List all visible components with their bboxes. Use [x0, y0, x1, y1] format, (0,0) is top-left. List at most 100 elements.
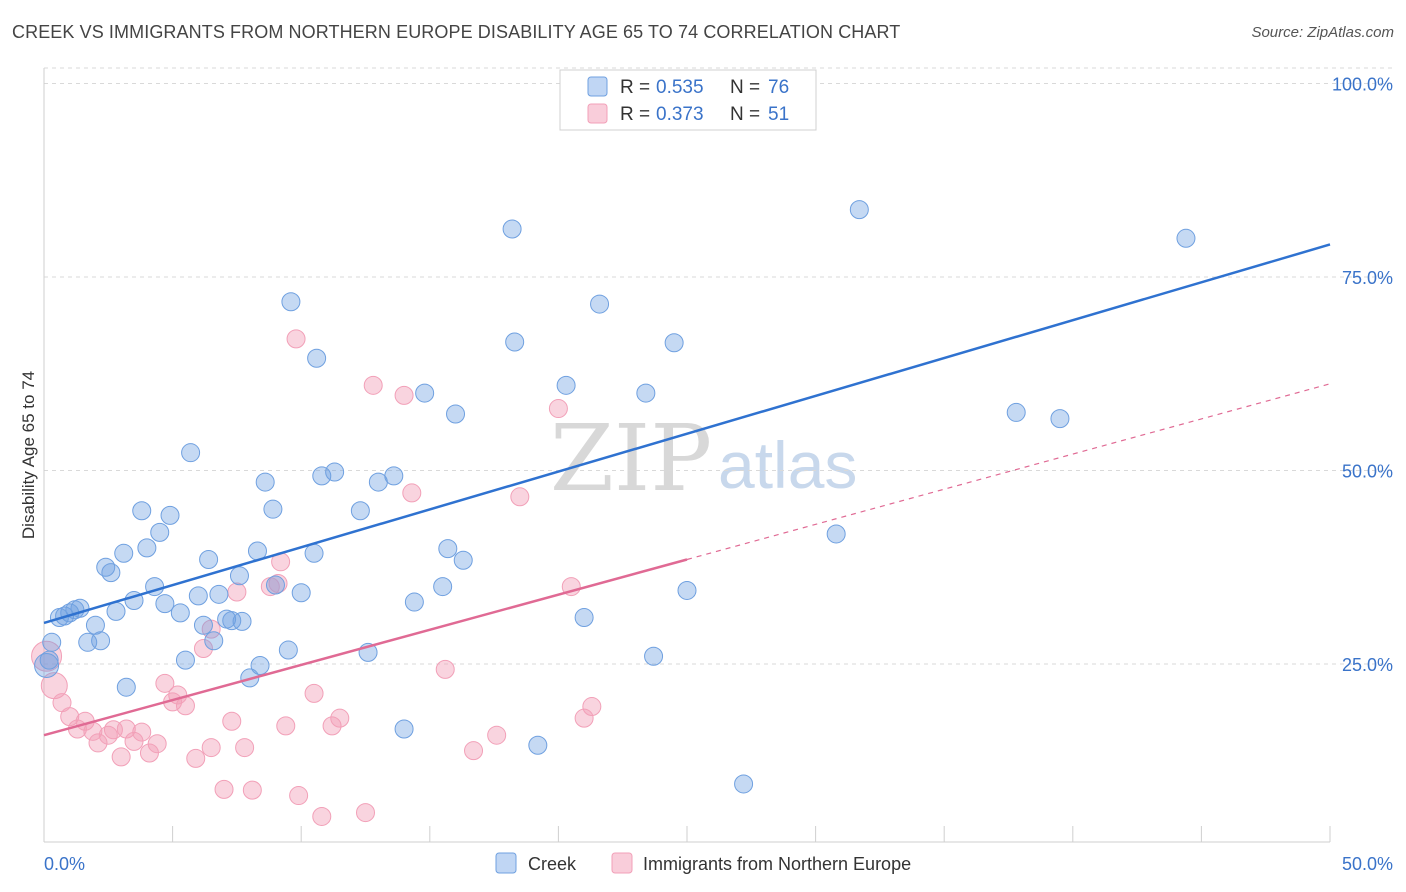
- immigrants-point: [548, 399, 568, 419]
- x-axis-ticks: [43, 826, 1331, 842]
- immigrants-point: [116, 719, 136, 739]
- immigrants-point: [155, 673, 175, 693]
- legend-r-value-immigrants: 0.373: [656, 104, 704, 125]
- creek-point: [34, 653, 60, 679]
- immigrants-point: [312, 806, 332, 826]
- y-tick-label: 25.0%: [1342, 655, 1393, 675]
- bottom-legend-swatch-immigrants: [611, 852, 633, 874]
- bottom-legend-immigrants: Immigrants from Northern Europe: [643, 854, 911, 874]
- y-axis-label: Disability Age 65 to 74: [19, 371, 38, 539]
- creek-point: [556, 375, 576, 395]
- immigrants-point: [510, 487, 530, 507]
- chart-title: CREEK VS IMMIGRANTS FROM NORTHERN EUROPE…: [12, 22, 901, 42]
- x-tick-label-min: 0.0%: [44, 854, 85, 874]
- immigrants-point: [227, 582, 247, 602]
- creek-point: [453, 550, 473, 570]
- creek-point: [826, 524, 846, 544]
- creek-point: [137, 538, 157, 558]
- creek-point: [644, 646, 664, 666]
- creek-point: [394, 719, 414, 739]
- immigrants-point: [235, 738, 255, 758]
- creek-point: [734, 774, 754, 794]
- watermark-atlas: atlas: [718, 428, 857, 502]
- y-tick-label: 100.0%: [1332, 74, 1393, 94]
- creek-point: [250, 656, 270, 676]
- creek-point: [404, 592, 424, 612]
- bottom-legend-swatch-creek: [495, 852, 517, 874]
- creek-point: [325, 462, 345, 482]
- creek-point: [175, 650, 195, 670]
- immigrants-point: [487, 725, 507, 745]
- top-legend: R = 0.535 N = 76 R = 0.373 N = 51: [559, 69, 817, 131]
- creek-point: [1006, 402, 1026, 422]
- source-label: Source: ZipAtlas.com: [1251, 24, 1394, 41]
- creek-point: [188, 586, 208, 606]
- creek-point: [590, 294, 610, 314]
- immigrants-point: [132, 722, 152, 742]
- immigrants-point: [88, 733, 108, 753]
- y-tick-label: 50.0%: [1342, 461, 1393, 481]
- creek-point: [91, 631, 111, 651]
- creek-point: [106, 601, 126, 621]
- creek-point: [204, 631, 224, 651]
- creek-point: [1176, 228, 1196, 248]
- creek-point: [312, 466, 332, 486]
- immigrants-point: [322, 716, 342, 736]
- creek-point: [307, 348, 327, 368]
- immigrants-point: [186, 748, 206, 768]
- creek-point: [278, 640, 298, 660]
- creek-trend-line: [43, 243, 1331, 625]
- y-tick-label: 75.0%: [1342, 268, 1393, 288]
- legend-swatch-immigrants: [587, 103, 608, 124]
- immigrants-point: [394, 385, 414, 405]
- creek-point: [229, 566, 249, 586]
- creek-point: [96, 557, 116, 577]
- creek-point: [42, 632, 62, 652]
- creek-point: [433, 577, 453, 597]
- immigrants-point: [276, 716, 296, 736]
- legend-swatch-creek: [587, 76, 608, 97]
- creek-point: [636, 383, 656, 403]
- creek-point: [232, 611, 252, 631]
- immigrants-point: [582, 697, 602, 717]
- immigrants-point: [111, 747, 131, 767]
- creek-point: [291, 583, 311, 603]
- y-axis-tick-labels: 25.0% 50.0% 75.0% 100.0%: [1332, 74, 1393, 675]
- immigrants-point: [574, 708, 594, 728]
- creek-point: [170, 603, 190, 623]
- creek-point: [150, 522, 170, 542]
- creek-point: [677, 580, 697, 600]
- creek-point: [350, 501, 370, 521]
- creek-point: [114, 543, 134, 563]
- legend-r-label-immigrants: R =: [620, 104, 650, 125]
- bottom-legend-creek: Creek: [528, 854, 577, 874]
- immigrants-point: [286, 329, 306, 349]
- creek-point: [446, 404, 466, 424]
- legend-n-value-immigrants: 51: [768, 104, 789, 125]
- creek-point: [528, 735, 548, 755]
- immigrants-trend-line: [43, 558, 688, 737]
- immigrants-point: [330, 708, 350, 728]
- immigrants-point: [147, 734, 167, 754]
- trend-lines: [43, 243, 1331, 737]
- creek-point: [85, 615, 105, 635]
- legend-n-label-creek: N =: [730, 77, 760, 98]
- x-tick-label-max: 50.0%: [1342, 854, 1393, 874]
- creek-point: [199, 549, 219, 569]
- immigrants-point: [222, 711, 242, 731]
- immigrants-point: [356, 803, 375, 823]
- creek-point: [132, 501, 152, 521]
- creek-point: [1050, 409, 1070, 429]
- legend-n-label-immigrants: N =: [730, 104, 760, 125]
- creek-point: [193, 615, 213, 635]
- legend-r-label-creek: R =: [620, 77, 650, 98]
- creek-point: [574, 608, 594, 628]
- creek-point: [181, 443, 201, 463]
- immigrants-point: [193, 639, 213, 658]
- immigrants-point: [98, 725, 118, 745]
- bottom-legend: Creek Immigrants from Northern Europe: [495, 852, 911, 874]
- creek-point: [255, 472, 275, 492]
- creek-points: [34, 73, 1196, 794]
- creek-point: [505, 332, 525, 352]
- creek-point: [415, 383, 435, 403]
